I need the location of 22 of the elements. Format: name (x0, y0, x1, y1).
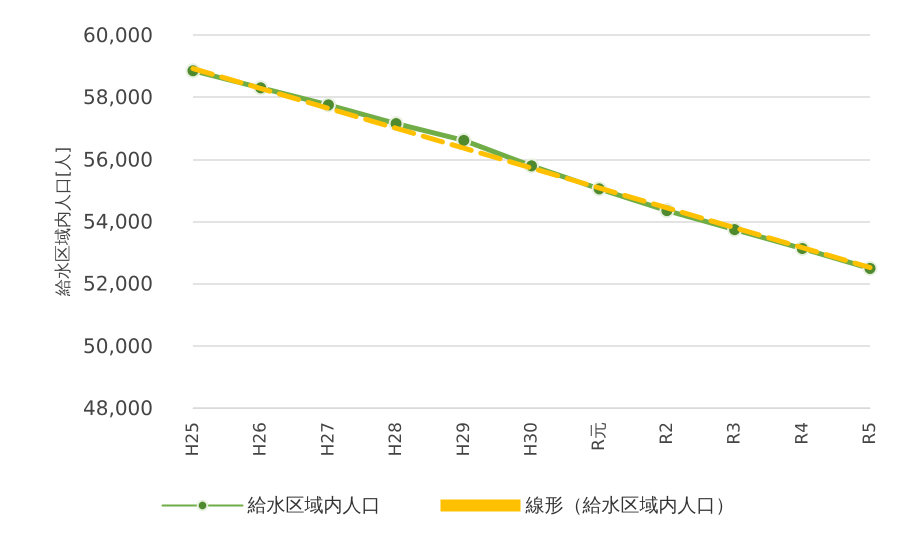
y-tick-label: 58,000 (83, 85, 153, 110)
x-tick-label: R3 (724, 422, 745, 445)
x-tick-label: R5 (860, 422, 880, 445)
x-tick-label: H27 (318, 422, 338, 456)
x-tick-label: H30 (522, 422, 542, 456)
y-tick-label: 60,000 (83, 23, 153, 47)
x-tick-label: R元 (589, 422, 610, 451)
point (456, 132, 472, 148)
x-tick-label: R2 (656, 422, 677, 445)
legend-label: 給水区域内人口 (246, 494, 380, 516)
x-tick-label: H28 (386, 422, 406, 456)
y-axis-title: 給水区域内人口[人] (54, 146, 74, 298)
y-tick-label: 50,000 (83, 334, 153, 358)
x-tick-label: R4 (792, 422, 812, 445)
y-tick-label: 54,000 (83, 210, 153, 234)
x-tick-label: H26 (250, 422, 271, 456)
legend-label: 線形（給水区域内人口） (524, 494, 734, 516)
x-tick-label: H25 (183, 422, 203, 456)
x-tick-label: H29 (454, 422, 474, 456)
y-tick-label: 56,000 (83, 147, 153, 172)
y-tick-label: 52,000 (83, 272, 153, 296)
y-tick-label: 48,000 (83, 396, 153, 420)
